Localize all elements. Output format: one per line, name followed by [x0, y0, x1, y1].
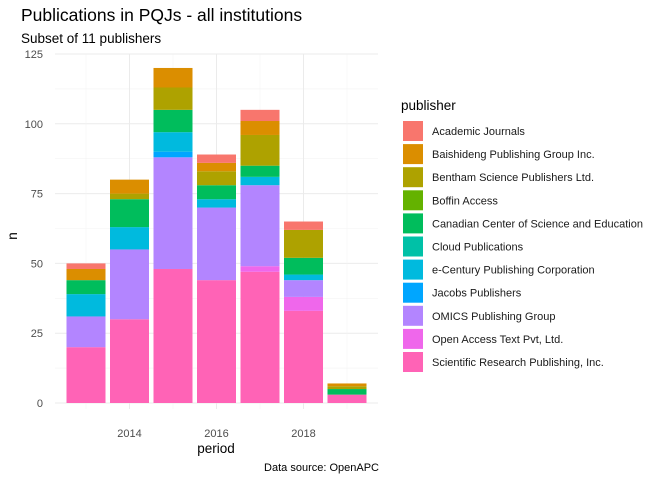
chart-title: Publications in PQJs - all institutions	[21, 5, 302, 25]
legend-label: Cloud Publications	[432, 242, 524, 254]
legend-key	[403, 352, 423, 372]
bar-segment	[327, 386, 367, 390]
legend-label: e-Century Publishing Corporation	[432, 265, 595, 277]
legend-label: Academic Journals	[432, 126, 525, 138]
legend-key	[403, 328, 423, 349]
y-tick-label: 125	[25, 49, 43, 61]
bar-segment	[197, 207, 236, 281]
bar-segment	[284, 274, 323, 281]
legend-label: Scientific Research Publishing, Inc.	[432, 357, 604, 369]
y-tick-label: 100	[25, 119, 43, 131]
y-tick-label: 75	[31, 189, 43, 201]
bar-segment	[284, 229, 323, 258]
x-tick-label: 2016	[204, 428, 228, 440]
legend-key	[403, 121, 423, 141]
chart-caption: Data source: OpenAPC	[264, 462, 379, 474]
legend-key	[403, 144, 423, 165]
legend-label: Bentham Science Publishers Ltd.	[432, 172, 594, 184]
legend-label: Canadian Center of Science and Education	[432, 218, 643, 230]
bar-segment	[327, 383, 367, 387]
legend: Academic Journals Baishideng Publishing G…	[403, 121, 643, 372]
bar-segment	[240, 271, 280, 403]
legend-key	[403, 167, 423, 188]
legend-label: Open Access Text Pvt, Ltd.	[432, 334, 563, 346]
y-axis-title: n	[5, 232, 20, 240]
bar-segment	[197, 162, 236, 172]
bar-segment	[110, 227, 149, 250]
bar-segment	[284, 310, 323, 403]
y-axis: 0 25 50 75 100 125	[25, 49, 43, 410]
bar-segment	[66, 294, 106, 317]
bar-segment	[327, 389, 367, 395]
bar-segment	[66, 263, 106, 269]
legend-key	[403, 213, 423, 234]
bar-segment	[66, 316, 106, 348]
bar-segment	[110, 179, 149, 194]
legend-key	[403, 190, 423, 211]
bar-segment	[153, 132, 193, 152]
bar-segment	[327, 394, 367, 403]
bar-segment	[110, 249, 149, 320]
bar-segment	[153, 151, 193, 158]
legend-key	[403, 305, 423, 326]
bar-segment	[197, 280, 236, 403]
bar-segment	[284, 221, 323, 230]
legend-key	[403, 236, 423, 257]
bar-segment	[240, 109, 280, 122]
x-axis-title: period	[197, 441, 235, 456]
chart-subtitle: Subset of 11 publishers	[21, 31, 161, 46]
bar-segment	[240, 266, 280, 272]
bar-segment	[197, 154, 236, 163]
bar-segment	[110, 319, 149, 403]
bar-segment	[240, 185, 280, 267]
bar-segment	[153, 109, 193, 133]
bar-segment	[197, 185, 236, 200]
bar-segment	[66, 347, 106, 403]
bar-segment	[66, 268, 106, 281]
legend-label: Baishideng Publishing Group Inc.	[432, 149, 595, 161]
plot-bars	[66, 67, 367, 403]
legend-key	[403, 259, 423, 280]
x-tick-label: 2018	[291, 428, 315, 440]
y-tick-label: 0	[37, 398, 43, 410]
bar-segment	[153, 157, 193, 269]
bar-segment	[240, 176, 280, 186]
x-tick-label: 2014	[117, 428, 141, 440]
bar-segment	[66, 280, 106, 295]
legend-key	[403, 282, 423, 303]
legend-label: Jacobs Publishers	[432, 288, 522, 300]
y-tick-label: 50	[31, 258, 43, 270]
y-tick-label: 25	[31, 328, 43, 340]
bar-segment	[240, 121, 280, 135]
bar-segment	[284, 296, 323, 311]
legend-label: OMICS Publishing Group	[432, 311, 556, 323]
bar-segment	[153, 87, 193, 110]
legend-title: publisher	[401, 98, 456, 113]
bar-segment	[110, 193, 149, 200]
bar-segment	[240, 134, 280, 166]
bar-segment	[153, 67, 193, 88]
x-axis: 2014 2016 2018	[117, 428, 315, 440]
bar-segment	[197, 199, 236, 208]
bar-segment	[197, 171, 236, 186]
bar-segment	[284, 280, 323, 297]
bar-segment	[240, 165, 280, 177]
bar-segment	[153, 268, 193, 403]
bar-segment	[110, 199, 149, 228]
legend-label: Boffin Access	[432, 195, 498, 207]
bar-segment	[284, 257, 323, 275]
